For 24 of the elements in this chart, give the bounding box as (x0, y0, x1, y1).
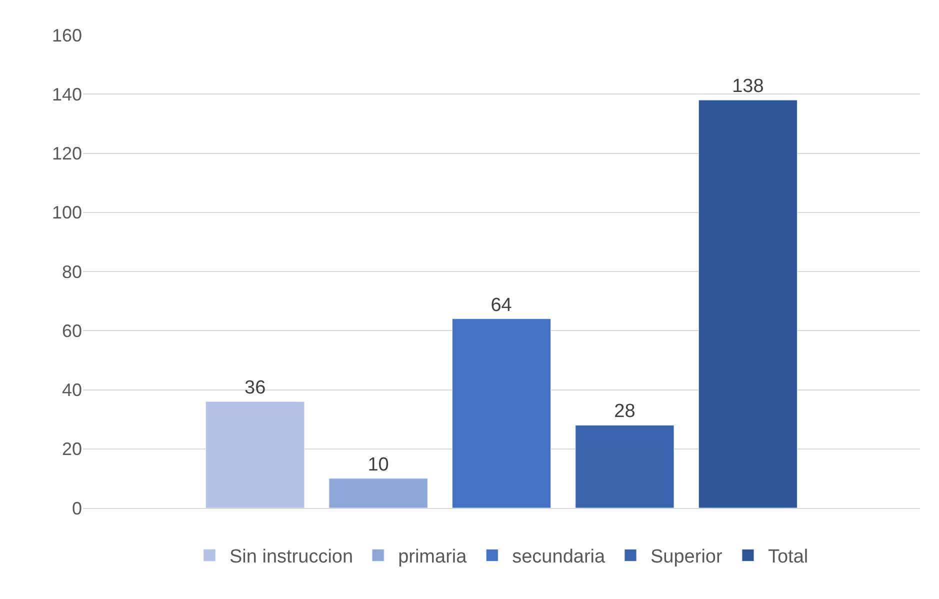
y-tick-label: 40 (62, 380, 82, 400)
bar (328, 478, 428, 508)
y-tick-label: 100 (52, 202, 82, 223)
y-tick-label: 160 (52, 25, 82, 46)
y-tick-label: 20 (62, 439, 82, 460)
y-tick-label: 0 (72, 498, 82, 518)
bar (698, 100, 798, 508)
y-tick-label: 80 (62, 262, 82, 282)
data-label: 28 (614, 401, 636, 422)
data-label: 64 (490, 294, 512, 316)
bar (452, 318, 552, 508)
data-label: 138 (732, 76, 764, 98)
legend-label: secundaria (512, 546, 606, 568)
data-label: 36 (244, 378, 266, 399)
legend-label: Sin instruccion (230, 546, 354, 568)
y-tick-label: 120 (52, 144, 82, 164)
bar (206, 401, 305, 508)
bar (575, 424, 674, 508)
y-tick-label: 140 (52, 84, 82, 104)
legend-label: Superior (650, 546, 723, 568)
y-tick-label: 60 (62, 320, 82, 341)
data-label: 10 (368, 454, 389, 476)
legend-label: Total (768, 546, 808, 568)
legend-label: primaria (398, 546, 468, 568)
